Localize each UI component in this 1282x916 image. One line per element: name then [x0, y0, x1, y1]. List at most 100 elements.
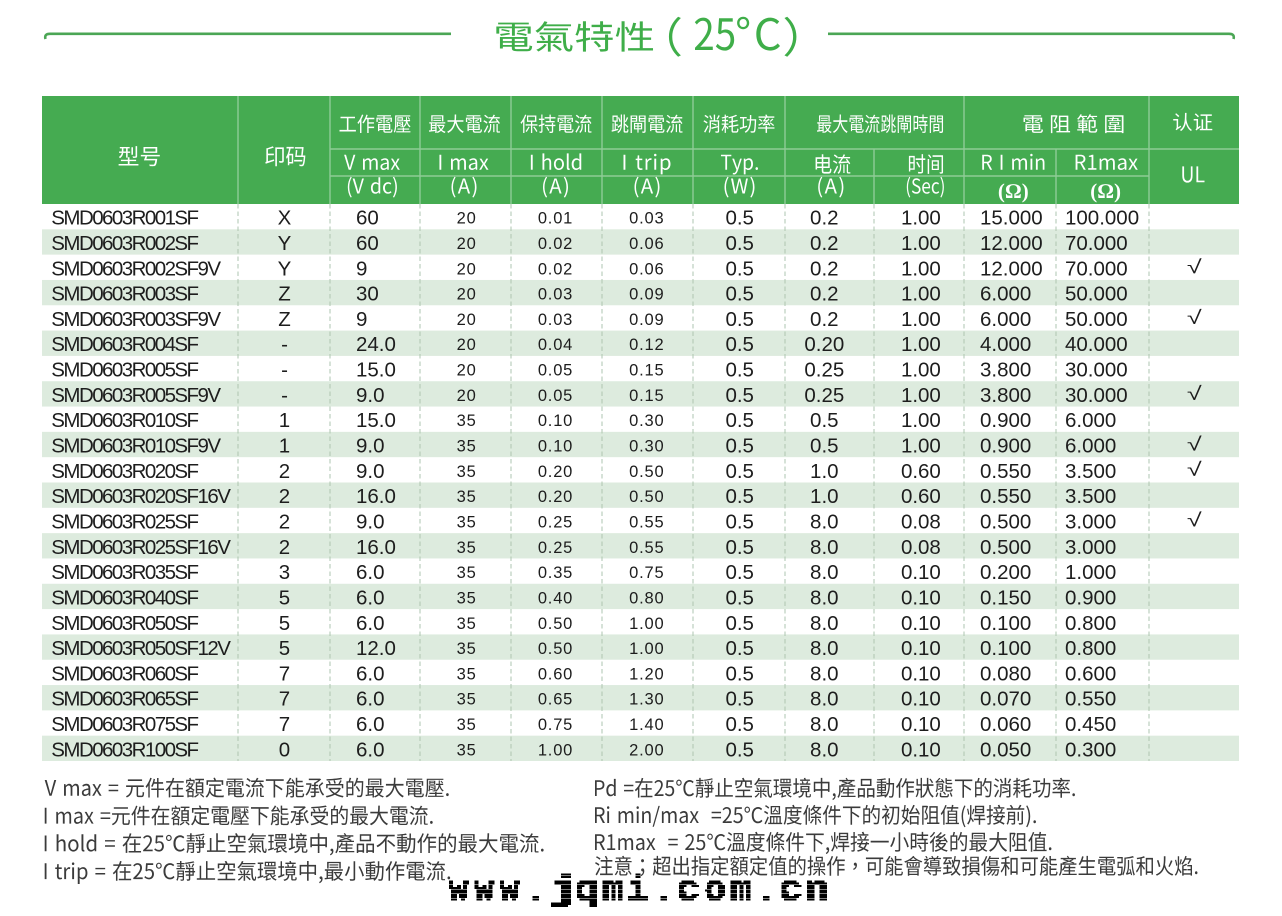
svg-text:1.0: 1.0: [810, 460, 839, 483]
svg-text:0.5: 0.5: [725, 536, 754, 559]
svg-text:3.000: 3.000: [1065, 511, 1116, 534]
svg-text:0.35: 0.35: [538, 564, 573, 582]
svg-text:0.25: 0.25: [804, 384, 844, 407]
svg-text:SMD0603R003SF9V: SMD0603R003SF9V: [51, 308, 221, 331]
svg-text:7: 7: [279, 688, 290, 711]
svg-text:12.0: 12.0: [356, 637, 396, 660]
svg-text:35: 35: [457, 741, 477, 759]
svg-text:0.50: 0.50: [538, 640, 573, 658]
svg-text:35: 35: [457, 564, 477, 582]
svg-text:3.000: 3.000: [1065, 536, 1116, 559]
svg-text:SMD0603R020SF16V: SMD0603R020SF16V: [51, 485, 231, 508]
svg-text:1.00: 1.00: [629, 615, 664, 633]
svg-text:Y: Y: [278, 232, 292, 255]
svg-text:0.2: 0.2: [810, 308, 839, 331]
svg-text:35: 35: [457, 691, 477, 709]
svg-text:0.60: 0.60: [901, 460, 941, 483]
svg-text:0.050: 0.050: [980, 738, 1031, 761]
svg-text:-: -: [281, 384, 288, 407]
svg-text:0.5: 0.5: [725, 257, 754, 280]
svg-text:8.0: 8.0: [810, 688, 839, 711]
svg-text:0.55: 0.55: [629, 539, 664, 557]
svg-text:0.01: 0.01: [538, 210, 573, 228]
svg-text:1.00: 1.00: [901, 384, 941, 407]
svg-text:0.60: 0.60: [901, 485, 941, 508]
svg-text:0.500: 0.500: [980, 511, 1031, 534]
svg-text:0.5: 0.5: [725, 511, 754, 534]
svg-text:6.0: 6.0: [356, 662, 385, 685]
svg-text:0.12: 0.12: [629, 336, 664, 354]
svg-text:12.000: 12.000: [980, 232, 1043, 255]
svg-text:SMD0603R075SF: SMD0603R075SF: [51, 713, 198, 736]
svg-text:0.03: 0.03: [629, 210, 664, 228]
svg-text:0.10: 0.10: [901, 637, 941, 660]
svg-text:0.02: 0.02: [538, 235, 573, 253]
svg-text:20: 20: [457, 235, 477, 253]
svg-text:3.800: 3.800: [980, 384, 1031, 407]
svg-text:-: -: [281, 359, 288, 382]
svg-text:9.0: 9.0: [356, 435, 385, 458]
svg-text:1.40: 1.40: [629, 716, 664, 734]
svg-text:40.000: 40.000: [1065, 333, 1128, 356]
svg-text:0.10: 0.10: [901, 662, 941, 685]
svg-text:2.00: 2.00: [629, 741, 664, 759]
svg-text:70.000: 70.000: [1065, 232, 1128, 255]
svg-text:0.5: 0.5: [725, 333, 754, 356]
svg-text:24.0: 24.0: [356, 333, 396, 356]
svg-text:2: 2: [279, 536, 290, 559]
svg-text:3.800: 3.800: [980, 359, 1031, 382]
svg-text:20: 20: [457, 311, 477, 329]
svg-text:20: 20: [457, 387, 477, 405]
svg-text:SMD0603R005SF: SMD0603R005SF: [51, 359, 198, 382]
svg-text:0.06: 0.06: [629, 260, 664, 278]
svg-text:3.500: 3.500: [1065, 460, 1116, 483]
svg-text:0.10: 0.10: [901, 586, 941, 609]
svg-text:1.0: 1.0: [810, 485, 839, 508]
svg-text:2: 2: [279, 460, 290, 483]
svg-text:0.5: 0.5: [725, 612, 754, 635]
svg-text:2: 2: [279, 511, 290, 534]
svg-text:0.09: 0.09: [629, 286, 664, 304]
svg-text:0.550: 0.550: [980, 485, 1031, 508]
svg-text:0.5: 0.5: [810, 435, 839, 458]
svg-text:0.50: 0.50: [629, 463, 664, 481]
svg-text:3: 3: [279, 561, 290, 584]
svg-text:0.08: 0.08: [901, 536, 941, 559]
svg-text:-: -: [281, 333, 288, 356]
svg-text:35: 35: [457, 438, 477, 456]
svg-text:0.5: 0.5: [725, 637, 754, 660]
svg-text:8.0: 8.0: [810, 511, 839, 534]
svg-text:6.0: 6.0: [356, 586, 385, 609]
svg-text:1.00: 1.00: [901, 232, 941, 255]
svg-text:6.000: 6.000: [980, 308, 1031, 331]
svg-text:0.450: 0.450: [1065, 713, 1116, 736]
svg-text:1: 1: [279, 435, 290, 458]
svg-text:30.000: 30.000: [1065, 384, 1128, 407]
svg-text:0.20: 0.20: [538, 463, 573, 481]
svg-text:9.0: 9.0: [356, 384, 385, 407]
svg-text:1.00: 1.00: [629, 640, 664, 658]
svg-text:0.550: 0.550: [1065, 688, 1116, 711]
svg-text:SMD0603R035SF: SMD0603R035SF: [51, 561, 198, 584]
svg-text:SMD0603R040SF: SMD0603R040SF: [51, 586, 198, 609]
svg-text:SMD0603R060SF: SMD0603R060SF: [51, 662, 198, 685]
svg-text:0.100: 0.100: [980, 637, 1031, 660]
svg-text:1.00: 1.00: [901, 257, 941, 280]
svg-text:8.0: 8.0: [810, 561, 839, 584]
svg-text:1.00: 1.00: [901, 308, 941, 331]
svg-text:0.2: 0.2: [810, 283, 839, 306]
svg-text:0.02: 0.02: [538, 260, 573, 278]
svg-text:SMD0603R100SF: SMD0603R100SF: [51, 738, 198, 761]
svg-text:1.00: 1.00: [901, 207, 941, 230]
svg-text:SMD0603R050SF12V: SMD0603R050SF12V: [51, 637, 231, 660]
svg-text:Y: Y: [278, 257, 292, 280]
svg-text:35: 35: [457, 665, 477, 683]
svg-text:35: 35: [457, 615, 477, 633]
svg-text:0.5: 0.5: [725, 384, 754, 407]
svg-text:X: X: [278, 207, 292, 230]
svg-text:0.30: 0.30: [629, 412, 664, 430]
svg-text:SMD0603R003SF: SMD0603R003SF: [51, 283, 198, 306]
svg-text:0.50: 0.50: [629, 488, 664, 506]
svg-text:6.0: 6.0: [356, 738, 385, 761]
svg-text:30.000: 30.000: [1065, 359, 1128, 382]
